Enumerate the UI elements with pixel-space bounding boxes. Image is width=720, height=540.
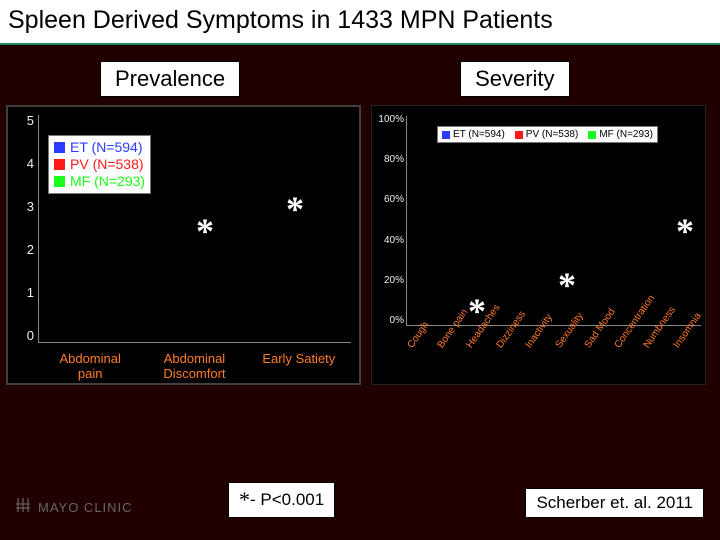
significance-asterisk: * bbox=[286, 188, 304, 230]
significance-asterisk: * bbox=[468, 290, 486, 332]
citation: Scherber et. al. 2011 bbox=[525, 488, 704, 518]
mayo-logo: MAYO CLINIC bbox=[14, 496, 133, 518]
page-title: Spleen Derived Symptoms in 1433 MPN Pati… bbox=[0, 0, 720, 45]
subtitle-prevalence: Prevalence bbox=[100, 61, 240, 97]
subtitle-row: Prevalence Severity bbox=[0, 61, 720, 97]
significance-asterisk: * bbox=[558, 264, 576, 306]
severity-y-axis: 100%80%60%40%20%0% bbox=[374, 114, 404, 326]
prevalence-legend: ET (N=594) PV (N=538) MF (N=293) bbox=[48, 135, 151, 194]
severity-plot bbox=[406, 116, 701, 326]
prevalence-chart: 543210 Abdominal painAbdominal Discomfor… bbox=[6, 105, 361, 385]
prevalence-x-labels: Abdominal painAbdominal DiscomfortEarly … bbox=[38, 351, 351, 381]
footnote: *- P<0.001 bbox=[228, 482, 335, 518]
charts-row: 543210 Abdominal painAbdominal Discomfor… bbox=[0, 105, 720, 385]
severity-chart: ET (N=594) PV (N=538) MF (N=293) 100%80%… bbox=[371, 105, 706, 385]
significance-asterisk: * bbox=[196, 210, 214, 252]
subtitle-severity: Severity bbox=[460, 61, 569, 97]
prevalence-y-axis: 543210 bbox=[14, 113, 34, 343]
significance-asterisk: * bbox=[676, 210, 694, 252]
severity-x-labels: CoughBone painHeadachesDizzinessInactivi… bbox=[406, 328, 701, 380]
